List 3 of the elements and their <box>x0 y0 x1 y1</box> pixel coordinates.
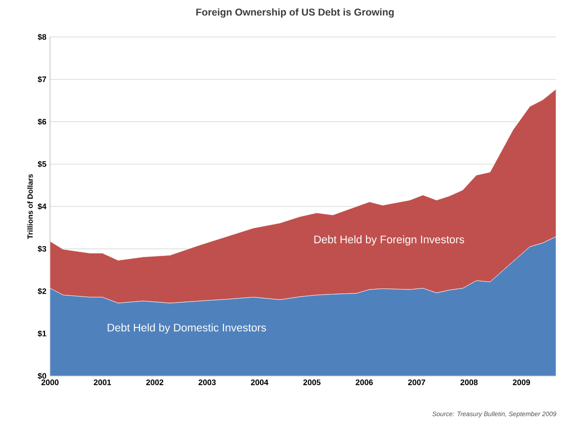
chart-title: Foreign Ownership of US Debt is Growing <box>196 8 394 18</box>
series-label: Debt Held by Foreign Investors <box>314 235 464 246</box>
series-label: Debt Held by Domestic Investors <box>108 323 266 334</box>
